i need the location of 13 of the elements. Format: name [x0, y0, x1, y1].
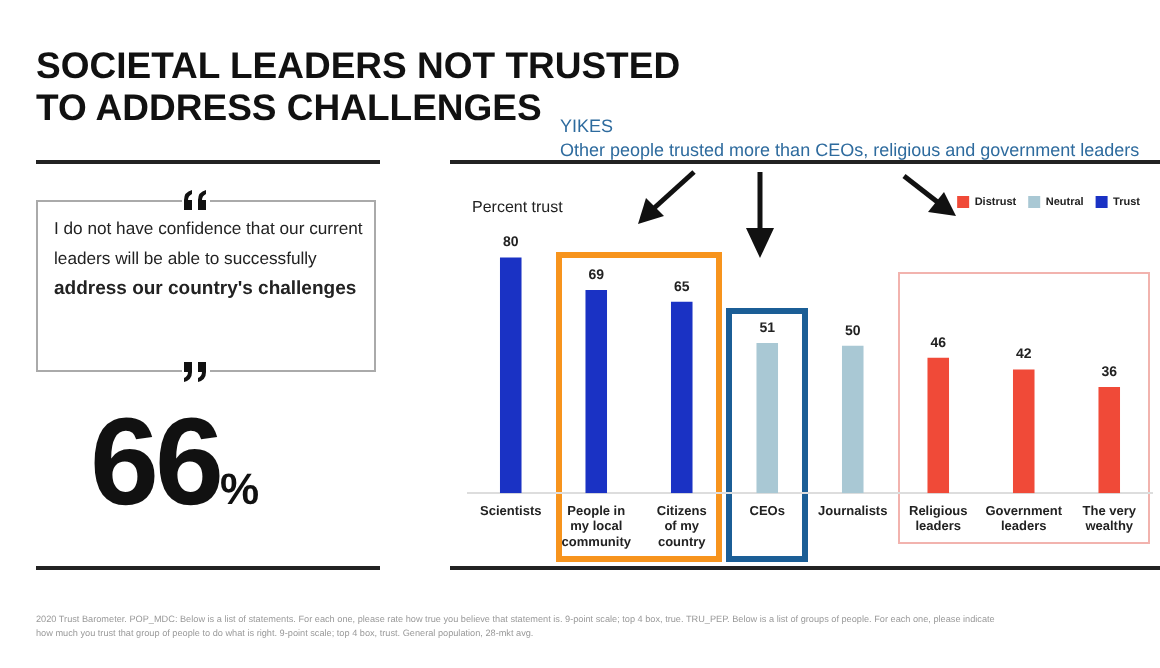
bar: [841, 345, 864, 494]
chart-subtitle: YIKES: [560, 116, 614, 136]
bar: [927, 357, 950, 494]
text: I do not have confidence that our current leaders will be able to successfully: [54, 218, 363, 268]
text: address our country's challenges: [54, 278, 357, 300]
text: Other people trusted more than CEOs, religious and government leaders: [560, 140, 1140, 160]
y-axis-title: Percent trust: [472, 198, 563, 216]
bar: [499, 257, 522, 494]
bar: [1012, 369, 1035, 494]
bar: [670, 301, 693, 494]
bar: [1098, 387, 1121, 494]
bar: [756, 342, 779, 494]
bar: [585, 289, 608, 494]
